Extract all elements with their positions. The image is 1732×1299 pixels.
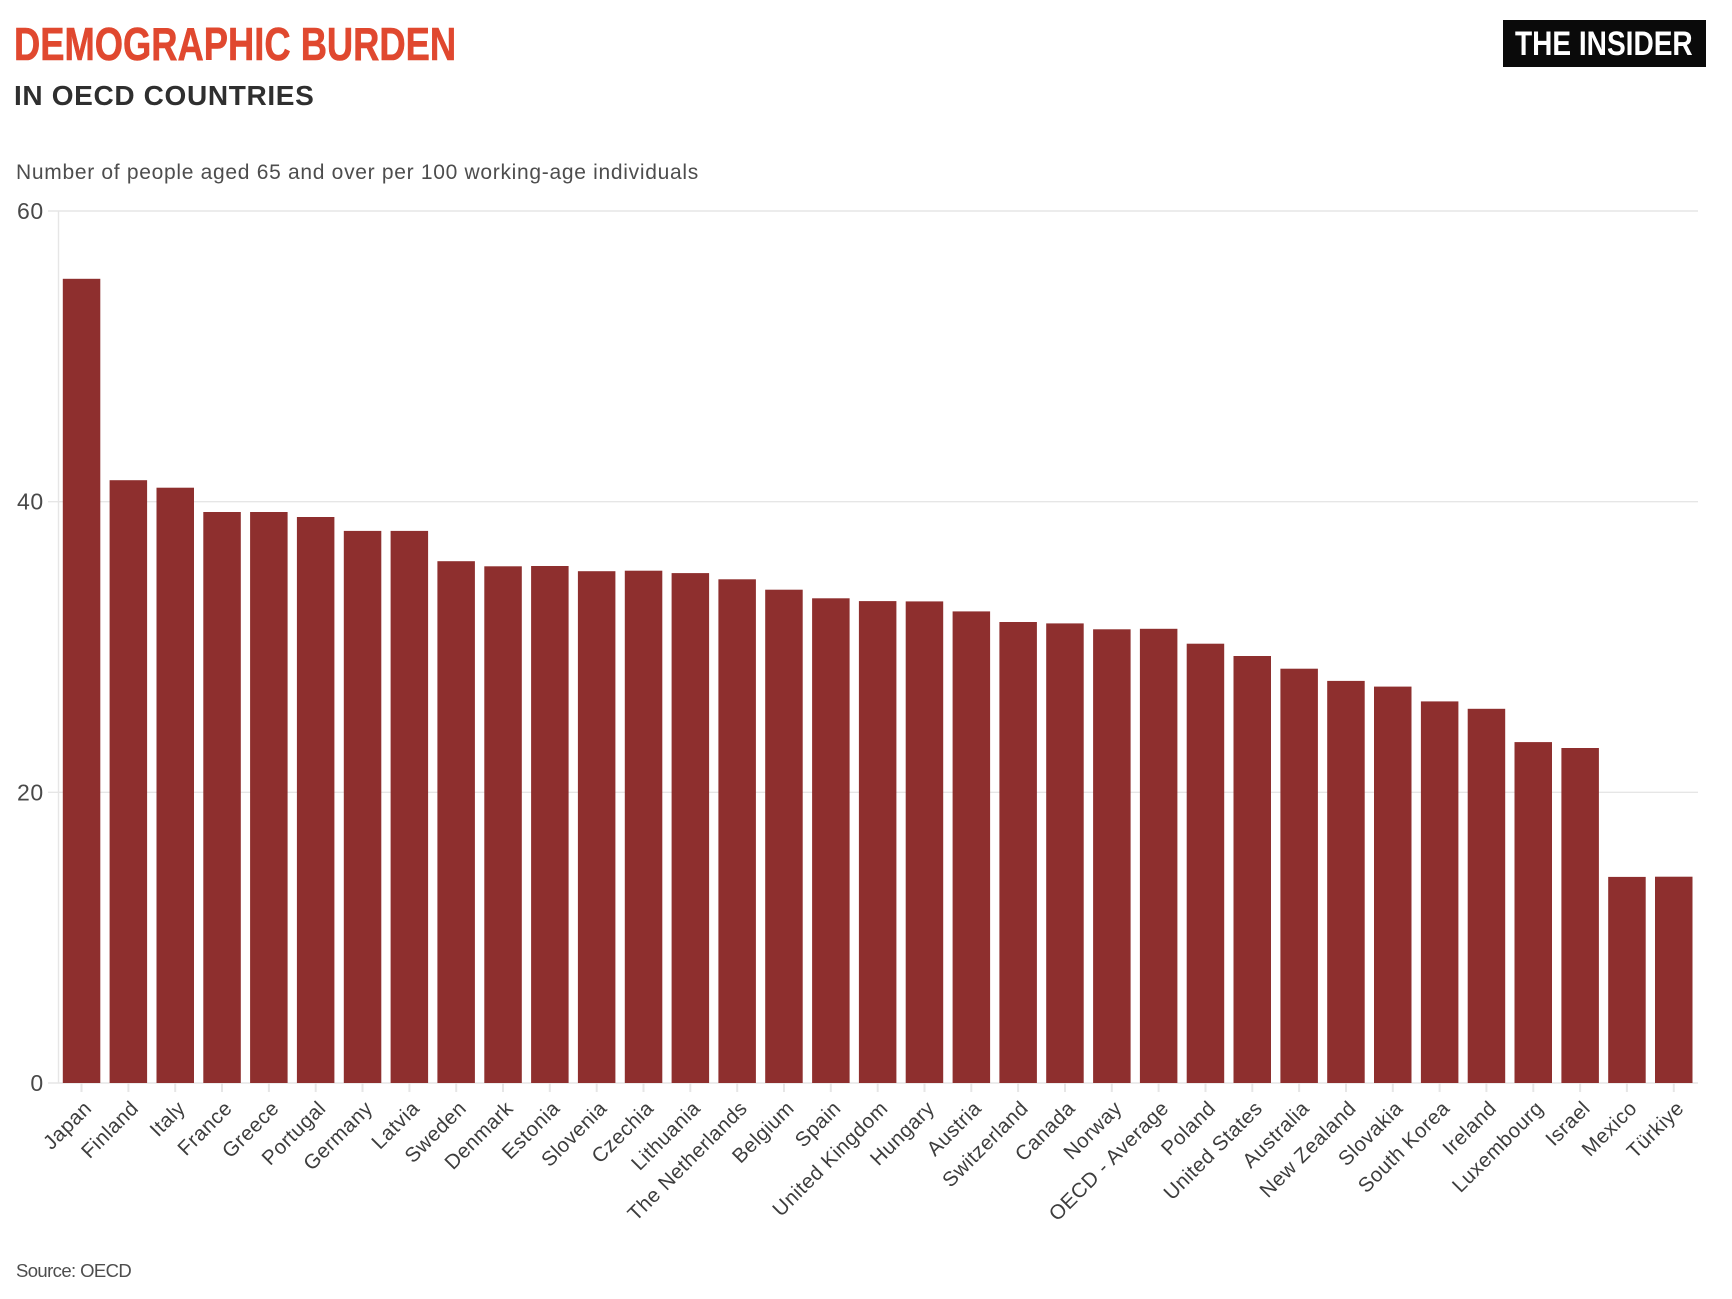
svg-text:40: 40 xyxy=(17,489,44,515)
svg-text:20: 20 xyxy=(17,779,44,805)
svg-text:60: 60 xyxy=(17,198,44,224)
svg-text:0: 0 xyxy=(30,1070,43,1096)
